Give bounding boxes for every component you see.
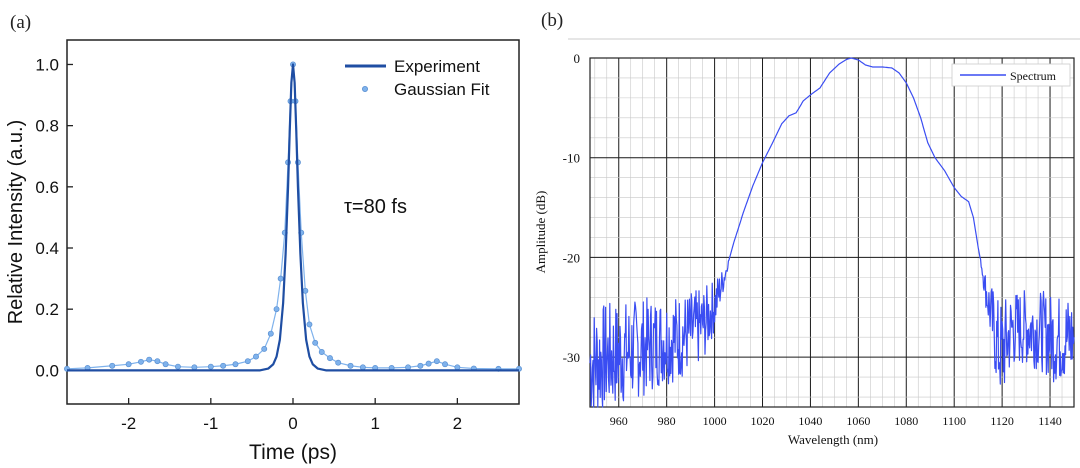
gaussian-fit-point [232, 361, 239, 368]
gaussian-fit-point [306, 321, 313, 328]
gaussian-fit-trace [66, 64, 519, 370]
panel-a-chart: (a) -2 -1 0 1 2 0.0 0.2 0.4 0.6 0.8 1.0 Time (ps)… [5, 12, 522, 464]
panel-b-x-axis: 960 980 1000 1020 1040 1060 1080 1100 1120 1140 [610, 414, 1062, 428]
gaussian-fit-point [207, 363, 214, 370]
gaussian-fit-point [267, 330, 274, 337]
legend-spectrum-label: Spectrum [1010, 69, 1057, 83]
gaussian-fit-point [347, 362, 354, 369]
gaussian-fit-point [277, 275, 284, 282]
panel-b-x-tick-label: 1040 [798, 414, 822, 428]
panel-a-y-axis-label: Relative Intensity (a.u.) [5, 120, 27, 325]
panel-b-x-tick-label: 1120 [990, 414, 1014, 428]
gaussian-fit-point [417, 362, 424, 369]
panel-b-plot-area [589, 57, 1075, 408]
gaussian-fit-point [154, 358, 161, 365]
gaussian-fit-point [191, 364, 198, 371]
gaussian-fit-point [261, 345, 268, 352]
gaussian-fit-point [433, 358, 440, 365]
panel-a-y-tick-label: 0.2 [35, 300, 59, 319]
gaussian-fit-point [146, 356, 153, 363]
legend-gaussian-fit-marker [361, 86, 368, 93]
panel-a-label: (a) [10, 12, 31, 33]
pulse-width-annotation: τ=80 fs [344, 196, 407, 218]
gaussian-fit-point [302, 287, 309, 294]
panel-b-y-tick-label: -10 [563, 151, 580, 166]
panel-a-y-tick-label: 0.6 [35, 178, 59, 197]
panel-b-x-tick-label: 1100 [942, 414, 966, 428]
panel-b-plot-frame [589, 57, 1075, 408]
gaussian-fit-point [359, 364, 366, 371]
gaussian-fit-point [425, 360, 432, 367]
panel-b-y-axis-label: Amplitude (dB) [533, 191, 548, 274]
panel-a-x-tick-label: 2 [453, 414, 462, 433]
panel-a-y-tick-label: 1.0 [35, 55, 59, 74]
panel-a-y-tick-label: 0.0 [35, 361, 59, 380]
panel-b-x-tick-label: 1080 [894, 414, 918, 428]
panel-b-y-tick-label: -20 [563, 250, 580, 265]
panel-a-y-tick-label: 0.8 [35, 117, 59, 136]
panel-b-y-axis: 0 -10 -20 -30 [563, 51, 580, 365]
panel-a-x-axis-label: Time (ps) [249, 441, 337, 464]
panel-a-y-tick-label: 0.4 [35, 239, 59, 258]
gaussian-fit-point [442, 361, 448, 368]
panel-b-x-tick-label: 1140 [1038, 414, 1062, 428]
panel-b-legend: Spectrum [951, 63, 1071, 87]
gaussian-fit-point [174, 363, 181, 370]
panel-b-x-tick-label: 1000 [703, 414, 727, 428]
gaussian-fit-point [125, 361, 132, 368]
panel-a-x-tick-label: 1 [370, 414, 379, 433]
panel-a-x-tick-label: 0 [288, 414, 297, 433]
legend-gaussian-fit-label: Gaussian Fit [394, 80, 490, 99]
legend-experiment-label: Experiment [394, 57, 480, 76]
gaussian-fit-point [162, 361, 169, 368]
legend-box [951, 63, 1071, 87]
gaussian-fit-point [405, 364, 412, 371]
gaussian-fit-point [109, 362, 116, 369]
panel-b-y-tick-label: 0 [574, 51, 581, 66]
experiment-line [67, 63, 519, 372]
panel-a-x-tick-label: -1 [203, 414, 218, 433]
panel-b-x-axis-label: Wavelength (nm) [788, 432, 878, 447]
panel-a-x-tick-label: -2 [121, 414, 136, 433]
panel-b-y-tick-label: -30 [563, 350, 580, 365]
gaussian-fit-point [312, 339, 319, 346]
panel-a-x-axis: -2 -1 0 1 2 [121, 398, 462, 433]
gaussian-fit-point [335, 359, 342, 366]
panel-b-x-tick-label: 1060 [846, 414, 870, 428]
gaussian-fit-point [327, 355, 333, 362]
gaussian-fit-point [220, 362, 227, 369]
panel-b-x-tick-label: 960 [610, 414, 628, 428]
gaussian-fit-point [454, 364, 461, 371]
panel-b-grid [590, 57, 1075, 407]
gaussian-fit-point [273, 306, 280, 313]
gaussian-fit-point [138, 358, 144, 365]
panel-b-x-tick-label: 980 [658, 414, 676, 428]
gaussian-fit-point [253, 353, 259, 360]
panel-a-legend: Experiment Gaussian Fit [345, 57, 490, 99]
spectrum-line [589, 57, 1075, 408]
panel-b-x-tick-label: 1020 [751, 414, 775, 428]
panel-a-plot-area [64, 61, 522, 372]
panel-b-label: (b) [541, 10, 563, 31]
gaussian-fit-point [244, 358, 251, 365]
gaussian-fit-point [318, 349, 325, 355]
panel-b-chart: (b) 960 980 1000 1020 1040 1060 1080 1100 1120 11… [533, 10, 1075, 447]
